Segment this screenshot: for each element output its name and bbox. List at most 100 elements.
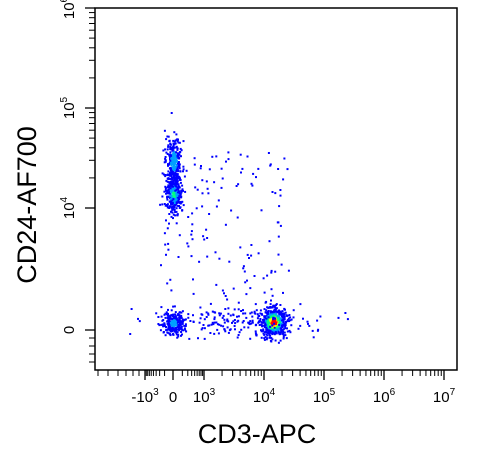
event-dot (177, 196, 180, 199)
event-dot (180, 190, 183, 193)
event-dot (288, 320, 290, 323)
event-dot (262, 332, 265, 335)
event-dot (279, 304, 282, 306)
event-dot (164, 188, 167, 191)
event-dot (213, 321, 216, 324)
event-dot (223, 328, 226, 331)
event-dot (267, 316, 270, 319)
event-dot (272, 332, 275, 335)
event-dot (170, 157, 173, 160)
event-dot (268, 312, 271, 315)
event-dot (176, 213, 179, 216)
event-dot (274, 316, 277, 319)
event-dot (271, 331, 274, 334)
event-dot (262, 320, 265, 323)
event-dot (283, 313, 286, 316)
event-dot (179, 326, 182, 329)
event-dot (169, 174, 172, 177)
event-dot (253, 275, 256, 277)
event-dot (176, 182, 179, 185)
event-dot (264, 324, 267, 326)
event-dot (276, 327, 279, 330)
event-dot (263, 333, 266, 336)
event-dot (259, 320, 262, 323)
event-dot (274, 326, 277, 329)
event-dot (181, 328, 184, 331)
event-dot (191, 238, 194, 241)
event-dot (163, 190, 166, 193)
event-dot (174, 184, 177, 187)
event-dot (233, 325, 236, 327)
event-dot (243, 326, 246, 329)
event-dot (267, 306, 270, 309)
event-dot (170, 175, 173, 178)
event-dot (168, 320, 171, 322)
event-dot (216, 328, 219, 331)
event-dot (299, 303, 302, 306)
event-dot (243, 270, 246, 273)
event-dot (169, 153, 172, 156)
event-dot (180, 314, 183, 317)
event-dot (181, 310, 184, 313)
event-dot (200, 165, 202, 167)
event-dot (268, 324, 271, 327)
event-dot (178, 141, 181, 144)
event-dot (249, 312, 252, 315)
event-dot (173, 319, 176, 322)
event-dot (182, 140, 185, 143)
event-dot (170, 309, 173, 312)
event-dot (160, 264, 162, 267)
event-dot (174, 189, 177, 192)
x-tick-label: 107 (433, 387, 456, 406)
event-dot (175, 151, 178, 154)
event-dot (171, 318, 174, 320)
event-dot (254, 332, 257, 335)
event-dot (155, 312, 158, 315)
event-dot (180, 155, 182, 158)
event-dot (273, 324, 276, 327)
event-dot (171, 178, 174, 181)
event-dot (284, 324, 287, 327)
event-dot (165, 189, 167, 192)
event-dot (172, 146, 174, 149)
event-dot (179, 181, 182, 184)
event-dot (273, 308, 276, 311)
event-dot (224, 330, 227, 333)
event-dot (167, 170, 170, 173)
event-dot (275, 332, 278, 335)
event-dot (175, 178, 178, 180)
event-dot (312, 336, 315, 339)
event-dot (172, 139, 175, 142)
event-dot (263, 337, 266, 340)
event-dot (169, 181, 172, 184)
event-dot (207, 324, 210, 327)
event-dot (240, 328, 243, 331)
event-dot (182, 168, 185, 171)
event-dot (177, 256, 180, 258)
event-dot (221, 177, 224, 180)
event-dot (165, 179, 168, 182)
event-dot (276, 310, 279, 313)
event-dot (162, 149, 165, 152)
event-dot (224, 295, 227, 297)
event-dot (169, 205, 172, 208)
event-dot (207, 312, 210, 315)
event-dot (211, 321, 214, 324)
y-axis-title: CD24-AF700 (12, 126, 42, 284)
event-dot (166, 204, 168, 207)
event-dot (237, 301, 240, 304)
event-dot (260, 323, 263, 326)
event-dot (162, 325, 165, 328)
event-dot (282, 328, 285, 331)
event-dot (130, 308, 133, 310)
event-dot (274, 192, 277, 195)
event-dot (179, 316, 182, 319)
event-dot (187, 313, 190, 316)
event-dot (175, 170, 178, 173)
event-dot (263, 331, 266, 334)
event-dot (198, 260, 201, 263)
event-dot (288, 329, 291, 332)
event-dot (186, 242, 189, 245)
event-dot (264, 336, 267, 339)
event-dot (176, 173, 179, 176)
